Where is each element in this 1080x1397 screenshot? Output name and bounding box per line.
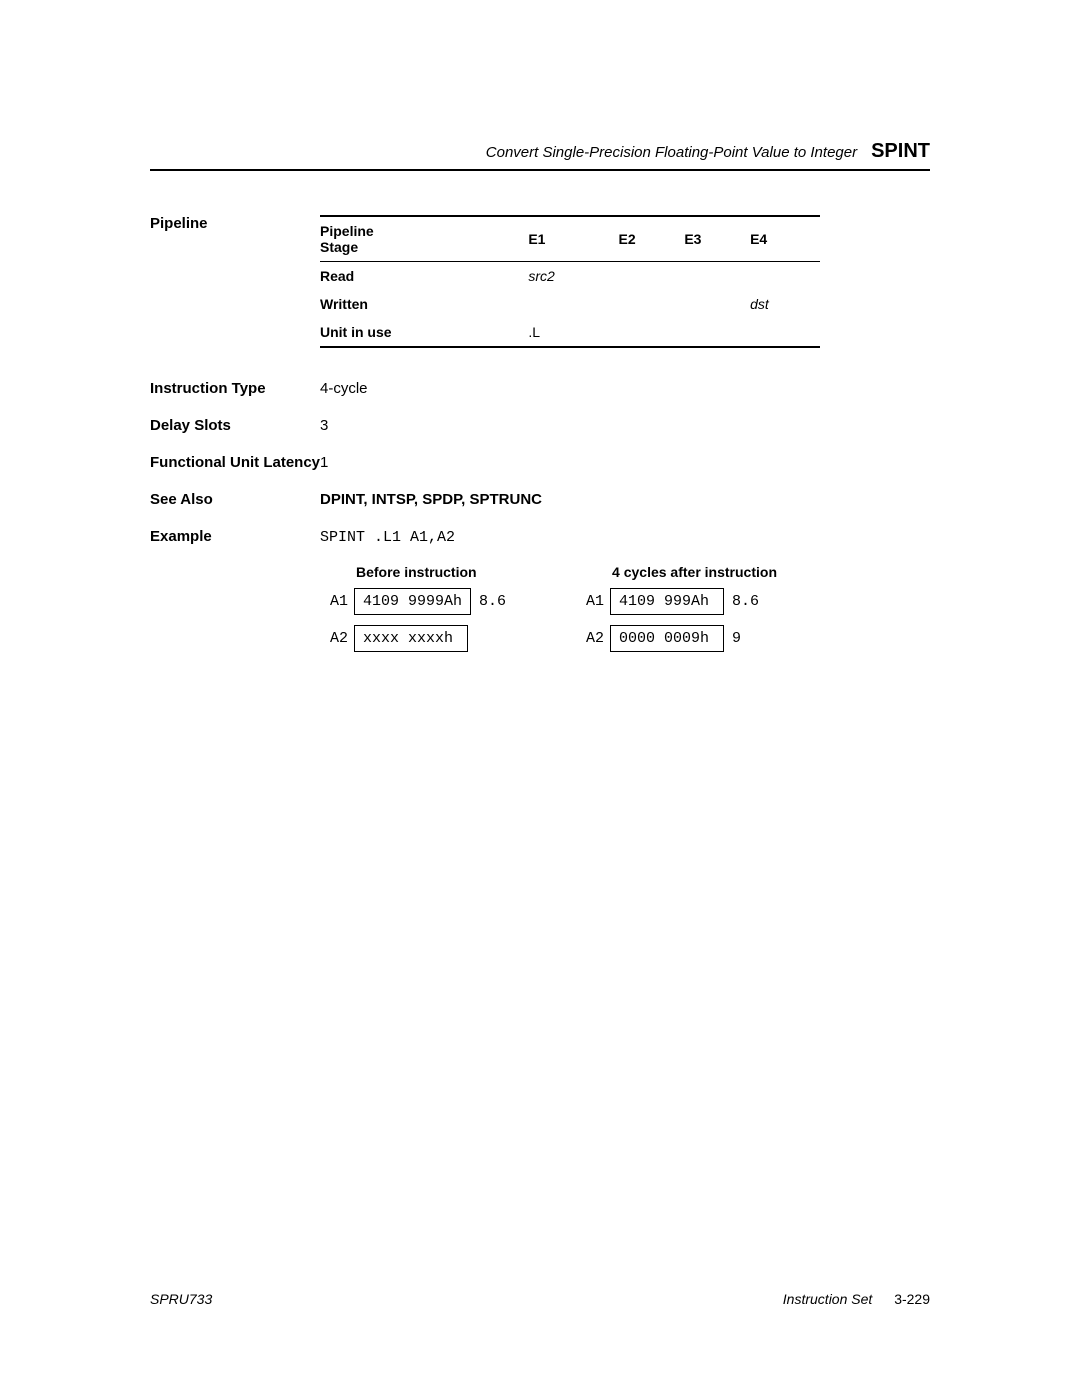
example-after-row-a1: A1 4109 999Ah 8.6 bbox=[576, 588, 777, 615]
pipeline-row-unit-e3 bbox=[684, 318, 750, 347]
instruction-type-value: 4-cycle bbox=[320, 376, 930, 401]
example-after-row-a2: A2 0000 0009h 9 bbox=[576, 625, 777, 652]
delay-slots-label: Delay Slots bbox=[150, 413, 320, 438]
example-before-row-a1: A1 4109 9999Ah 8.6 bbox=[320, 588, 506, 615]
reg-value: 4109 999Ah bbox=[610, 588, 724, 615]
page: Convert Single-Precision Floating-Point … bbox=[0, 0, 1080, 1397]
pipeline-row-written-e3 bbox=[684, 290, 750, 318]
example-before-title: Before instruction bbox=[320, 564, 506, 580]
footer-page-number: 3-229 bbox=[894, 1291, 930, 1307]
pipeline-row-read-e4 bbox=[750, 262, 820, 291]
reg-label: A2 bbox=[320, 630, 354, 647]
example-value: SPINT .L1 A1,A2 Before instruction A1 41… bbox=[320, 524, 930, 666]
instruction-description: Convert Single-Precision Floating-Point … bbox=[486, 144, 857, 161]
example-code: SPINT .L1 A1,A2 bbox=[320, 529, 455, 546]
page-footer: SPRU733 Instruction Set 3-229 bbox=[150, 1291, 930, 1307]
reg-label: A1 bbox=[576, 593, 610, 610]
reg-value: 4109 9999Ah bbox=[354, 588, 471, 615]
example-register-tables: Before instruction A1 4109 9999Ah 8.6 A2… bbox=[320, 564, 930, 662]
pipeline-col-e3: E3 bbox=[684, 216, 750, 261]
example-after-column: 4 cycles after instruction A1 4109 999Ah… bbox=[576, 564, 777, 662]
reg-label: A1 bbox=[320, 593, 354, 610]
reg-note: 9 bbox=[724, 630, 741, 647]
content-grid: Pipeline PipelineStage E1 E2 E3 E4 Read … bbox=[150, 211, 930, 666]
instruction-mnemonic: SPINT bbox=[871, 140, 930, 163]
example-label: Example bbox=[150, 524, 320, 666]
reg-note: 8.6 bbox=[724, 593, 759, 610]
pipeline-col-e4: E4 bbox=[750, 216, 820, 261]
instruction-type-label: Instruction Type bbox=[150, 376, 320, 401]
pipeline-col-e2: E2 bbox=[619, 216, 685, 261]
reg-label: A2 bbox=[576, 630, 610, 647]
pipeline-row-read-label: Read bbox=[320, 262, 528, 291]
footer-section: Instruction Set bbox=[783, 1291, 873, 1307]
fu-latency-label: Functional Unit Latency bbox=[150, 450, 320, 475]
pipeline-row-written-label: Written bbox=[320, 290, 528, 318]
footer-doc-id: SPRU733 bbox=[150, 1291, 212, 1307]
see-also-label: See Also bbox=[150, 487, 320, 512]
pipeline-row-written-e4: dst bbox=[750, 290, 820, 318]
pipeline-row-unit-e1: .L bbox=[528, 318, 618, 347]
example-before-column: Before instruction A1 4109 9999Ah 8.6 A2… bbox=[320, 564, 506, 662]
pipeline-row-read-e1: src2 bbox=[528, 262, 618, 291]
pipeline-value: PipelineStage E1 E2 E3 E4 Read src2 Writ… bbox=[320, 211, 930, 352]
pipeline-row-written-e1 bbox=[528, 290, 618, 318]
pipeline-row-read-e2 bbox=[619, 262, 685, 291]
pipeline-row-read-e3 bbox=[684, 262, 750, 291]
pipeline-row-unit-label: Unit in use bbox=[320, 318, 528, 347]
reg-value: 0000 0009h bbox=[610, 625, 724, 652]
pipeline-row-unit-e4 bbox=[750, 318, 820, 347]
pipeline-row-written-e2 bbox=[619, 290, 685, 318]
reg-value: xxxx xxxxh bbox=[354, 625, 468, 652]
see-also-value: DPINT, INTSP, SPDP, SPTRUNC bbox=[320, 487, 930, 512]
page-header: Convert Single-Precision Floating-Point … bbox=[150, 140, 930, 171]
reg-note: 8.6 bbox=[471, 593, 506, 610]
pipeline-label: Pipeline bbox=[150, 211, 320, 352]
example-before-row-a2: A2 xxxx xxxxh bbox=[320, 625, 506, 652]
example-after-title: 4 cycles after instruction bbox=[576, 564, 777, 580]
fu-latency-value: 1 bbox=[320, 450, 930, 475]
delay-slots-value: 3 bbox=[320, 413, 930, 438]
pipeline-col-e1: E1 bbox=[528, 216, 618, 261]
pipeline-table: PipelineStage E1 E2 E3 E4 Read src2 Writ… bbox=[320, 215, 820, 348]
pipeline-stage-label: PipelineStage bbox=[320, 216, 528, 261]
pipeline-row-unit-e2 bbox=[619, 318, 685, 347]
